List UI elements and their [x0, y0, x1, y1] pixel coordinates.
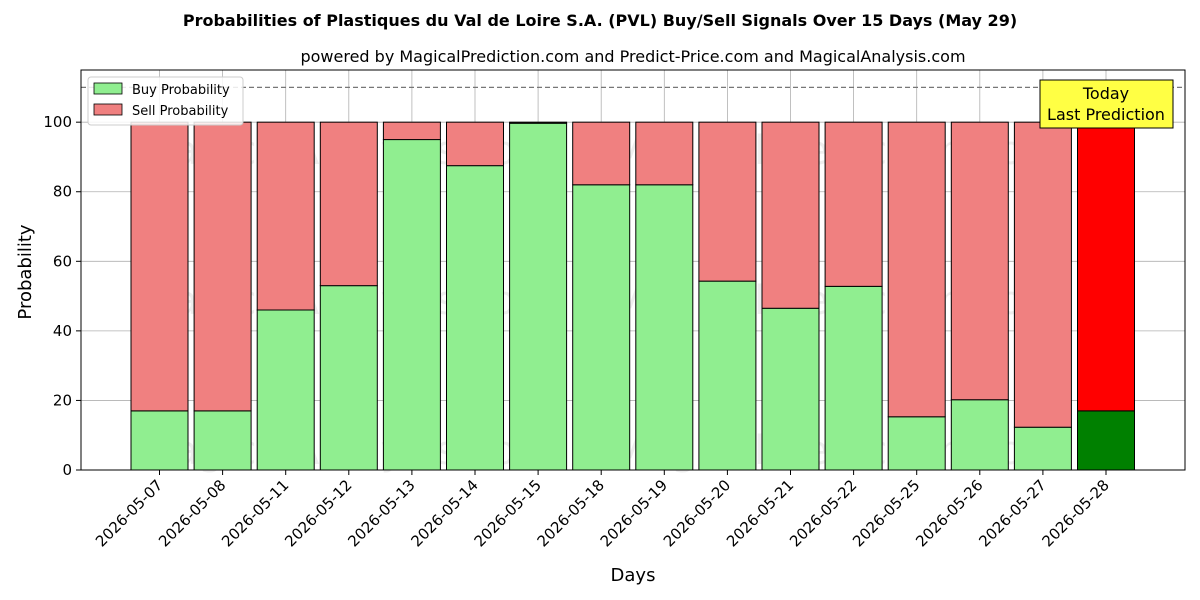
x-tick-label: 2026-05-11 — [218, 476, 292, 550]
bar-sell — [572, 121, 631, 186]
bar-sell — [256, 121, 315, 311]
x-tick-label: 2026-05-22 — [786, 476, 860, 550]
bar-sell — [319, 121, 378, 287]
bar-buy — [1013, 426, 1072, 471]
y-axis: 0 20 40 60 80 100 — [43, 113, 81, 479]
bar-buy — [509, 122, 568, 471]
legend-box — [87, 76, 244, 126]
x-tick-label: 2026-05-21 — [723, 476, 797, 550]
today-line1: Today — [1082, 84, 1129, 103]
x-tick-label: 2026-05-26 — [912, 476, 986, 550]
bar-sell — [382, 121, 441, 141]
bar-sell — [950, 121, 1009, 401]
chart-title: Probabilities of Plastiques du Val de Lo… — [183, 11, 1017, 30]
y-tick-label: 40 — [53, 322, 72, 340]
bar-buy — [887, 416, 946, 471]
today-annotation: Today Last Prediction — [1039, 79, 1174, 129]
x-tick-label: 2026-05-12 — [281, 476, 355, 550]
x-tick-label: 2026-05-14 — [407, 476, 481, 550]
y-tick-label: 100 — [43, 113, 72, 131]
x-tick-label: 2026-05-08 — [155, 476, 229, 550]
y-tick-label: 20 — [53, 391, 72, 409]
bar-buy — [761, 307, 820, 471]
legend-sell-label: Sell Probability — [132, 104, 229, 119]
x-tick-label: 2026-05-20 — [660, 476, 734, 550]
bar-sell — [1077, 121, 1135, 412]
bar-sell — [1013, 121, 1072, 428]
bar-buy — [446, 165, 504, 471]
bar-buy — [256, 309, 315, 471]
today-line2: Last Prediction — [1047, 105, 1165, 124]
x-tick-label: 2026-05-19 — [597, 476, 671, 550]
legend-sell-swatch — [93, 103, 123, 116]
bar-buy — [950, 399, 1009, 471]
bar-buy — [824, 285, 883, 471]
bar-sell — [887, 121, 946, 418]
bar-buy — [319, 285, 378, 471]
bar-sell — [635, 121, 694, 186]
y-axis-label: Probability — [15, 224, 36, 319]
legend-buy-label: Buy Probability — [132, 83, 230, 98]
bar-buy — [698, 280, 757, 471]
x-tick-label: 2026-05-28 — [1038, 476, 1112, 550]
chart-subtitle: powered by MagicalPrediction.com and Pre… — [300, 47, 965, 66]
x-tick-label: 2026-05-18 — [534, 476, 608, 550]
plot-frame — [80, 69, 1186, 471]
y-tick-label: 80 — [53, 183, 72, 201]
x-tick-label: 2026-05-07 — [92, 476, 166, 550]
bar-buy — [1077, 410, 1135, 471]
x-axis: 2026-05-072026-05-082026-05-112026-05-12… — [92, 470, 1113, 550]
bar-sell — [824, 121, 883, 287]
bar-sell — [761, 121, 820, 309]
legend: Buy Probability Sell Probability — [87, 76, 244, 126]
x-tick-label: 2026-05-27 — [975, 476, 1049, 550]
bar-buy — [635, 184, 694, 471]
bar-buy — [130, 410, 189, 471]
y-tick-label: 60 — [53, 252, 72, 270]
bar-buy — [572, 184, 631, 471]
bar-sell — [698, 121, 757, 282]
x-axis-label: Days — [611, 565, 656, 586]
bar-sell — [130, 121, 189, 412]
x-tick-label: 2026-05-13 — [344, 476, 418, 550]
bar-sell — [446, 121, 504, 167]
x-tick-label: 2026-05-25 — [849, 476, 923, 550]
bars — [130, 121, 1135, 471]
bar-buy — [193, 410, 252, 471]
today-box — [1039, 79, 1174, 129]
bar-sell — [509, 121, 568, 124]
legend-buy-swatch — [93, 82, 123, 95]
bar-buy — [382, 139, 441, 471]
y-tick-label: 0 — [62, 461, 72, 479]
bar-sell — [193, 121, 252, 412]
x-tick-label: 2026-05-15 — [471, 476, 545, 550]
